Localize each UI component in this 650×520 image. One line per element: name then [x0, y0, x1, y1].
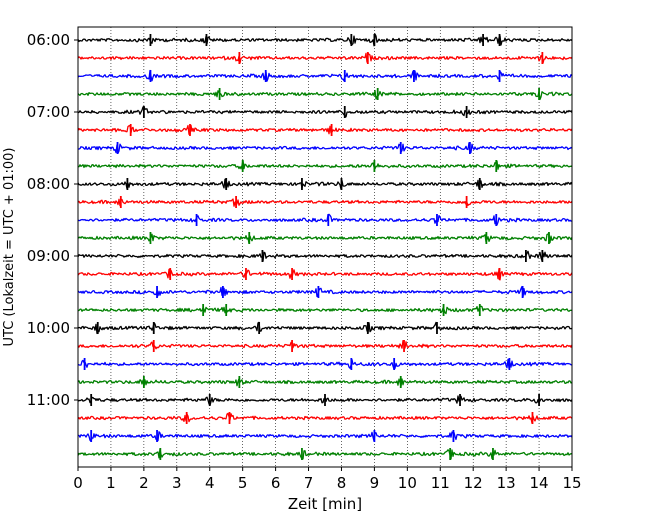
y-tick-label: 11:00 [27, 391, 70, 409]
x-tick-label: 4 [205, 474, 215, 492]
x-axis-ticks: 0 1 2 3 4 5 6 7 8 9 10 11 12 13 14 15 [73, 467, 582, 492]
y-tick-label: 09:00 [27, 247, 70, 265]
x-tick-label: 13 [497, 474, 516, 492]
x-tick-label: 12 [464, 474, 483, 492]
x-tick-label: 15 [562, 474, 581, 492]
x-tick-label: 2 [139, 474, 149, 492]
x-tick-label: 1 [106, 474, 116, 492]
seismogram-trace [77, 159, 573, 170]
seismogram-trace [78, 142, 573, 154]
y-tick-label: 10:00 [27, 319, 70, 337]
x-tick-label: 14 [530, 474, 549, 492]
y-axis-ticks: 06:00 07:00 08:00 09:00 10:00 11:00 [27, 31, 78, 409]
vertical-grid [110, 27, 540, 467]
seismogram-trace [77, 358, 573, 370]
trace-group [77, 33, 573, 460]
x-tick-label: 8 [337, 474, 347, 492]
seismogram-trace [77, 232, 573, 244]
x-axis-label: Zeit [min] [288, 495, 362, 513]
seismogram-trace [77, 305, 573, 315]
x-tick-label: 7 [304, 474, 314, 492]
seismogram-trace [77, 213, 573, 226]
seismogram-trace [77, 412, 573, 424]
y-axis-label: UTC (Lokalzeit = UTC + 01:00) [2, 148, 17, 347]
x-tick-label: 6 [271, 474, 281, 492]
y-tick-label: 06:00 [27, 31, 70, 49]
plot-frame [77, 26, 573, 468]
y-tick-label: 08:00 [27, 175, 70, 193]
seismogram-trace [77, 106, 573, 118]
x-tick-label: 9 [370, 474, 380, 492]
x-tick-label: 10 [398, 474, 417, 492]
seismogram-trace [77, 285, 573, 298]
seismogram-trace [77, 69, 573, 82]
seismogram-trace [77, 33, 573, 47]
seismogram-trace [77, 339, 573, 350]
y-tick-label: 07:00 [27, 103, 70, 121]
seismogram-trace [77, 178, 573, 190]
seismogram-trace [77, 52, 573, 64]
x-tick-label: 3 [172, 474, 182, 492]
seismogram-trace [77, 378, 573, 387]
x-tick-label: 0 [73, 474, 83, 492]
x-tick-label: 5 [238, 474, 248, 492]
seismogram-trace [77, 124, 573, 136]
seismogram-trace [77, 250, 573, 262]
x-tick-label: 11 [431, 474, 450, 492]
seismogram-trace [77, 198, 573, 207]
seismogram-trace [77, 321, 573, 335]
seismogram-trace [77, 431, 573, 442]
seismogram-trace [77, 89, 573, 101]
seismogram-trace [77, 268, 573, 281]
